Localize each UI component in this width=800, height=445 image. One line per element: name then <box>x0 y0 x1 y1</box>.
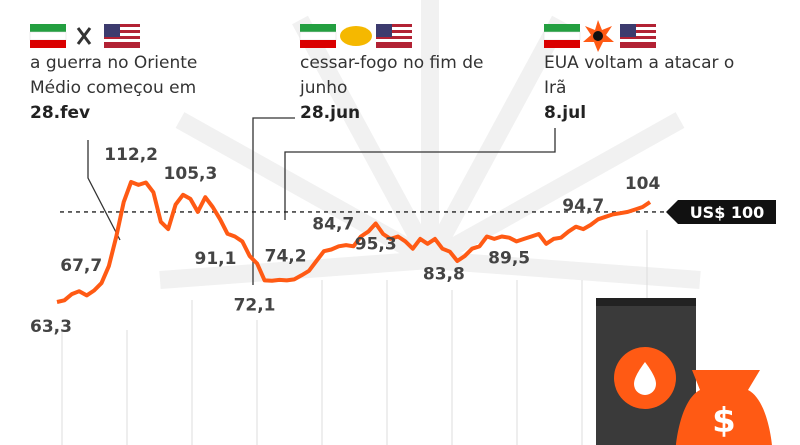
reference-tag <box>666 199 776 224</box>
value-label: 89,5 <box>488 249 530 269</box>
annotation-text: cessar-fogo no fim de <box>300 53 483 73</box>
annotation-text: Médio começou em <box>30 78 196 98</box>
value-label: 112,2 <box>104 145 158 165</box>
flags <box>29 20 656 52</box>
annotation-date: 28.jun <box>300 103 360 123</box>
annotation-text: EUA voltam a atacar o <box>544 53 734 73</box>
annotation-date: 8.jul <box>544 103 586 123</box>
svg-text:$: $ <box>712 401 736 441</box>
barrel-illustration: $ <box>596 298 772 445</box>
annotation-text: junho <box>299 78 347 98</box>
background-rays <box>159 0 701 289</box>
value-label: 63,3 <box>30 317 72 337</box>
annotation-date: 28.fev <box>30 103 90 123</box>
value-label: 83,8 <box>423 265 465 285</box>
value-label: 84,7 <box>312 214 354 234</box>
price-line <box>56 180 652 304</box>
value-label: 94,7 <box>562 196 604 216</box>
value-label: 105,3 <box>164 164 218 184</box>
value-label: 91,1 <box>195 249 237 269</box>
leader-lines <box>87 117 556 285</box>
vertical-guides <box>61 230 648 445</box>
annotation-text: a guerra no Oriente <box>30 53 197 73</box>
annotation-text: Irã <box>544 78 566 98</box>
value-label: 67,7 <box>60 256 102 276</box>
value-label: 104 <box>625 174 661 194</box>
value-label: 72,1 <box>234 295 276 315</box>
value-label: 74,2 <box>265 246 307 266</box>
reference-label: US$ 100 <box>690 203 765 222</box>
value-label: 95,3 <box>355 234 397 254</box>
